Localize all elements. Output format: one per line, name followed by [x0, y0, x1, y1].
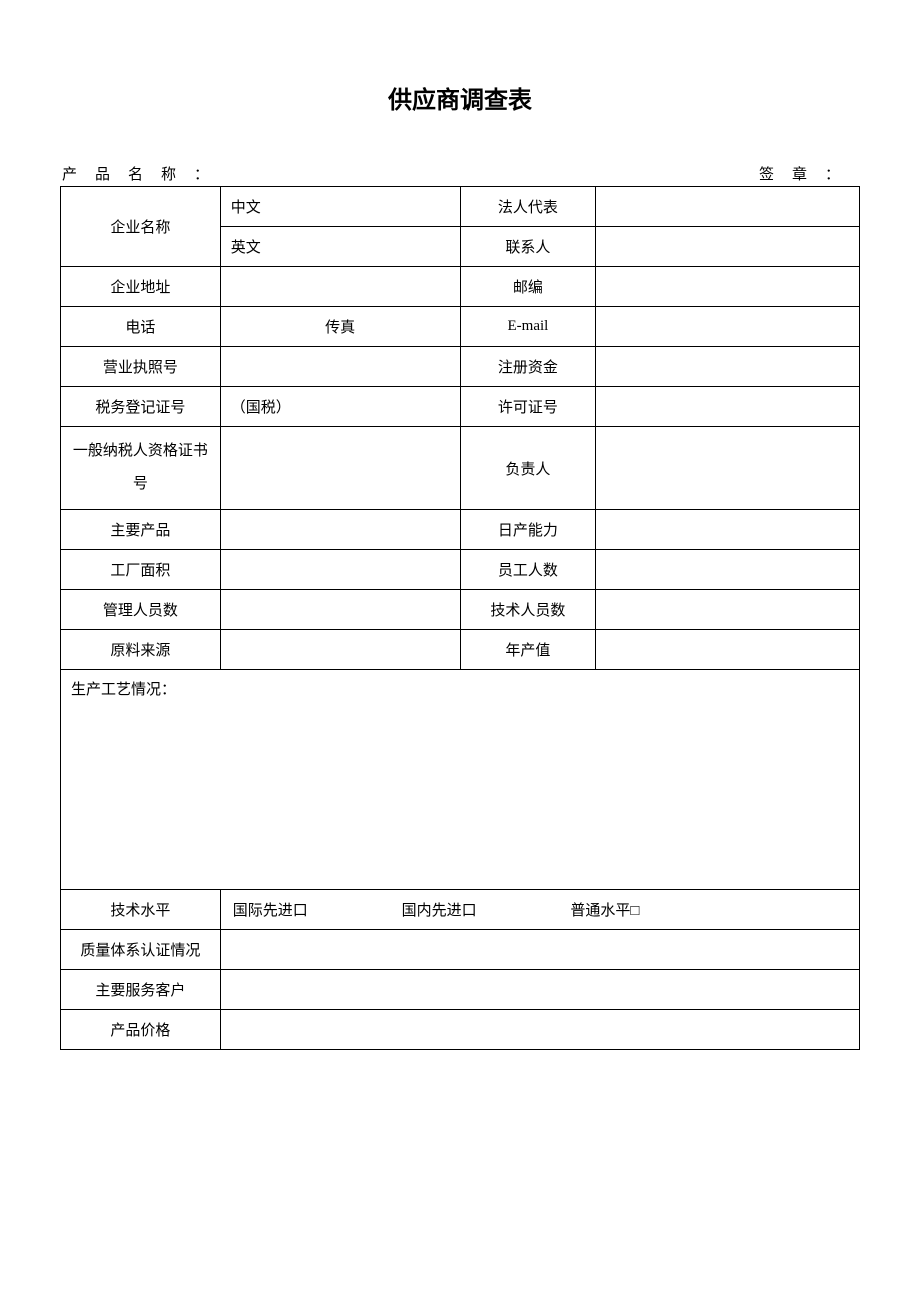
main-customers-value[interactable] — [220, 970, 859, 1010]
product-price-label: 产品价格 — [61, 1010, 221, 1050]
legal-rep-label: 法人代表 — [460, 187, 596, 227]
permit-no-label: 许可证号 — [460, 387, 596, 427]
tech-opt-normal[interactable]: 普通水平□ — [570, 899, 639, 920]
contact-value[interactable] — [596, 227, 860, 267]
employees-label: 员工人数 — [460, 550, 596, 590]
factory-area-value[interactable] — [220, 550, 460, 590]
english-label: 英文 — [220, 227, 460, 267]
biz-license-label: 营业执照号 — [61, 347, 221, 387]
employees-value[interactable] — [596, 550, 860, 590]
page-title: 供应商调查表 — [60, 80, 860, 115]
table-row: 技术水平 国际先进口 国内先进口 普通水平□ — [61, 890, 860, 930]
postcode-value[interactable] — [596, 267, 860, 307]
table-row: 工厂面积 员工人数 — [61, 550, 860, 590]
address-value[interactable] — [220, 267, 460, 307]
annual-output-label: 年产值 — [460, 630, 596, 670]
email-value[interactable] — [596, 307, 860, 347]
table-row: 产品价格 — [61, 1010, 860, 1050]
phone-label: 电话 — [61, 307, 221, 347]
postcode-label: 邮编 — [460, 267, 596, 307]
quality-cert-label: 质量体系认证情况 — [61, 930, 221, 970]
factory-area-label: 工厂面积 — [61, 550, 221, 590]
address-label: 企业地址 — [61, 267, 221, 307]
table-row: 营业执照号 注册资金 — [61, 347, 860, 387]
contact-label: 联系人 — [460, 227, 596, 267]
header-row: 产品名称： 签章： — [60, 163, 860, 184]
permit-no-value[interactable] — [596, 387, 860, 427]
chinese-label: 中文 — [220, 187, 460, 227]
tech-opt-domestic[interactable]: 国内先进口 — [402, 899, 477, 920]
quality-cert-value[interactable] — [220, 930, 859, 970]
company-name-label: 企业名称 — [61, 187, 221, 267]
product-price-value[interactable] — [220, 1010, 859, 1050]
main-products-label: 主要产品 — [61, 510, 221, 550]
production-process-label[interactable]: 生产工艺情况： — [61, 670, 860, 890]
taxpayer-cert-label: 一般纳税人资格证书号 — [61, 427, 221, 510]
technicians-label: 技术人员数 — [460, 590, 596, 630]
tech-opt-international[interactable]: 国际先进口 — [233, 899, 308, 920]
raw-materials-value[interactable] — [220, 630, 460, 670]
daily-capacity-value[interactable] — [596, 510, 860, 550]
table-row: 税务登记证号 （国税） 许可证号 — [61, 387, 860, 427]
table-row: 生产工艺情况： — [61, 670, 860, 890]
table-row: 主要服务客户 — [61, 970, 860, 1010]
table-row: 一般纳税人资格证书号 负责人 — [61, 427, 860, 510]
managers-value[interactable] — [220, 590, 460, 630]
national-tax-label: （国税） — [220, 387, 460, 427]
table-row: 质量体系认证情况 — [61, 930, 860, 970]
survey-table: 企业名称 中文 法人代表 英文 联系人 企业地址 邮编 电话 传真 E-mail… — [60, 186, 860, 1050]
email-label: E-mail — [460, 307, 596, 347]
reg-capital-value[interactable] — [596, 347, 860, 387]
tech-level-label: 技术水平 — [61, 890, 221, 930]
biz-license-value[interactable] — [220, 347, 460, 387]
table-row: 管理人员数 技术人员数 — [61, 590, 860, 630]
daily-capacity-label: 日产能力 — [460, 510, 596, 550]
table-row: 企业名称 中文 法人代表 — [61, 187, 860, 227]
tax-reg-label: 税务登记证号 — [61, 387, 221, 427]
responsible-label: 负责人 — [460, 427, 596, 510]
responsible-value[interactable] — [596, 427, 860, 510]
main-products-value[interactable] — [220, 510, 460, 550]
legal-rep-value[interactable] — [596, 187, 860, 227]
product-name-label: 产品名称： — [62, 163, 227, 184]
table-row: 原料来源 年产值 — [61, 630, 860, 670]
main-customers-label: 主要服务客户 — [61, 970, 221, 1010]
taxpayer-cert-value[interactable] — [220, 427, 460, 510]
table-row: 企业地址 邮编 — [61, 267, 860, 307]
raw-materials-label: 原料来源 — [61, 630, 221, 670]
tech-level-options[interactable]: 国际先进口 国内先进口 普通水平□ — [220, 890, 859, 930]
technicians-value[interactable] — [596, 590, 860, 630]
managers-label: 管理人员数 — [61, 590, 221, 630]
table-row: 电话 传真 E-mail — [61, 307, 860, 347]
table-row: 主要产品 日产能力 — [61, 510, 860, 550]
fax-label: 传真 — [220, 307, 460, 347]
signature-label: 签章： — [759, 163, 858, 184]
reg-capital-label: 注册资金 — [460, 347, 596, 387]
annual-output-value[interactable] — [596, 630, 860, 670]
